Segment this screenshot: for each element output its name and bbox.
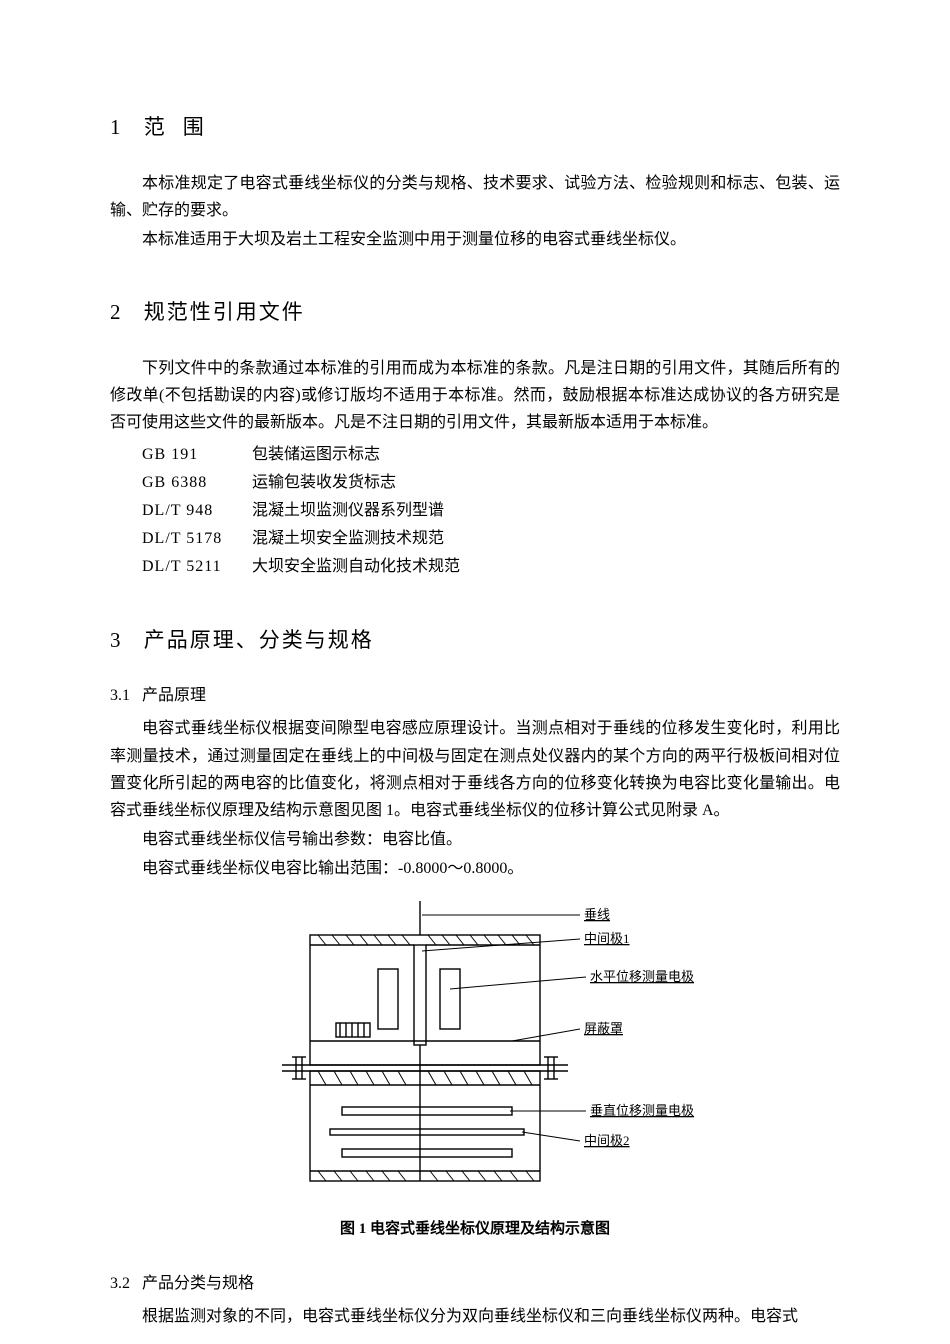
subheading-number: 3.1	[110, 687, 130, 704]
subheading-3-2: 3.2 产品分类与规格	[110, 1270, 840, 1297]
ref-code: GB 6388	[142, 469, 252, 497]
ref-code: DL/T 5178	[142, 525, 252, 553]
reference-row: GB 6388 运输包装收发货标志	[142, 469, 840, 497]
para-2-1: 下列文件中的条款通过本标准的引用而成为本标准的条款。凡是注日期的引用文件，其随后…	[110, 355, 840, 437]
reference-row: GB 191 包装储运图示标志	[142, 441, 840, 469]
reference-row: DL/T 948 混凝土坝监测仪器系列型谱	[142, 497, 840, 525]
ref-name: 包装储运图示标志	[252, 441, 380, 469]
heading-number: 2	[110, 300, 123, 324]
ref-name: 大坝安全监测自动化技术规范	[252, 553, 460, 581]
heading-2-references: 2 规范性引用文件	[110, 295, 840, 331]
para-3-1-1: 电容式垂线坐标仪根据变间隙型电容感应原理设计。当测点相对于垂线的位移发生变化时，…	[110, 715, 840, 824]
para-1-1: 本标准规定了电容式垂线坐标仪的分类与规格、技术要求、试验方法、检验规则和标志、包…	[110, 170, 840, 224]
ref-code: DL/T 5211	[142, 553, 252, 581]
ref-name: 混凝土坝安全监测技术规范	[252, 525, 444, 553]
label-mid-pole-1: 中间极1	[584, 931, 630, 946]
subheading-text: 产品分类与规格	[142, 1275, 254, 1292]
heading-number: 1	[110, 115, 123, 139]
subheading-3-1: 3.1 产品原理	[110, 682, 840, 709]
figure-caption: 图 1 电容式垂线坐标仪原理及结构示意图	[110, 1217, 840, 1243]
heading-1-scope: 1 范围	[110, 110, 840, 146]
reference-row: DL/T 5178 混凝土坝安全监测技术规范	[142, 525, 840, 553]
figure-1: 垂线 中间极1 水平位移测量电极 屏蔽罩 垂直位移测量电极 中间极2 图 1 电…	[110, 901, 840, 1243]
label-horiz-electrode: 水平位移测量电极	[590, 969, 694, 984]
ref-name: 混凝土坝监测仪器系列型谱	[252, 497, 444, 525]
ref-name: 运输包装收发货标志	[252, 469, 396, 497]
heading-3-product: 3 产品原理、分类与规格	[110, 623, 840, 659]
reference-list: GB 191 包装储运图示标志 GB 6388 运输包装收发货标志 DL/T 9…	[142, 441, 840, 581]
heading-number: 3	[110, 628, 123, 652]
diagram-svg: 垂线 中间极1 水平位移测量电极 屏蔽罩 垂直位移测量电极 中间极2	[250, 901, 700, 1211]
reference-row: DL/T 5211 大坝安全监测自动化技术规范	[142, 553, 840, 581]
ref-code: DL/T 948	[142, 497, 252, 525]
heading-text-a: 范	[144, 115, 183, 139]
heading-text-b: 围	[183, 115, 206, 139]
label-vert-electrode: 垂直位移测量电极	[590, 1103, 694, 1118]
para-3-2-1: 根据监测对象的不同，电容式垂线坐标仪分为双向垂线坐标仪和三向垂线坐标仪两种。电容…	[110, 1303, 840, 1330]
para-3-1-3: 电容式垂线坐标仪电容比输出范围：-0.8000～0.8000。	[110, 855, 840, 882]
subheading-number: 3.2	[110, 1275, 130, 1292]
para-3-1-2: 电容式垂线坐标仪信号输出参数：电容比值。	[110, 826, 840, 853]
ref-code: GB 191	[142, 441, 252, 469]
heading-text: 规范性引用文件	[144, 300, 305, 324]
heading-text: 产品原理、分类与规格	[144, 628, 374, 652]
label-mid-pole-2: 中间极2	[584, 1133, 630, 1148]
para-1-2: 本标准适用于大坝及岩土工程安全监测中用于测量位移的电容式垂线坐标仪。	[110, 226, 840, 253]
label-shield: 屏蔽罩	[584, 1021, 623, 1036]
subheading-text: 产品原理	[142, 687, 206, 704]
label-plumb-line: 垂线	[584, 907, 610, 922]
